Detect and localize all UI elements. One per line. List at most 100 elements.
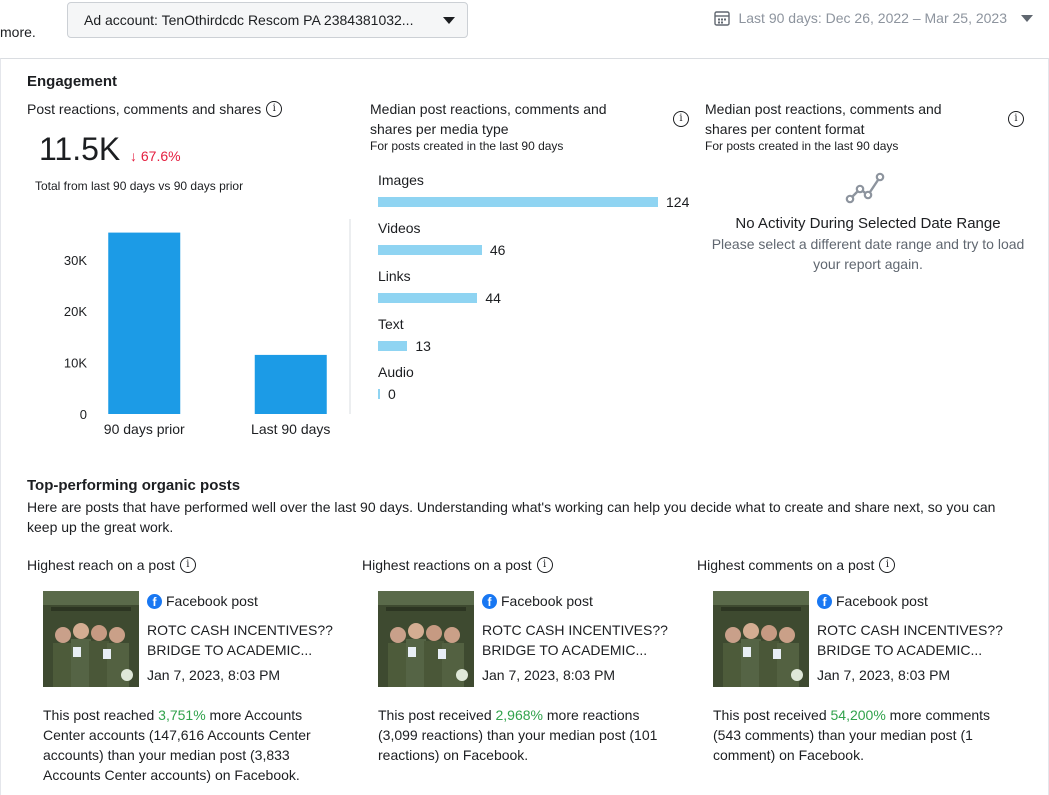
top-posts-title: Top-performing organic posts: [27, 477, 241, 494]
post-date: Jan 7, 2023, 8:03 PM: [482, 667, 616, 683]
reactions-change-value: 67.6%: [140, 148, 181, 164]
hbar-value: 44: [485, 290, 501, 306]
info-icon[interactable]: i: [879, 557, 896, 573]
y-tick-label: 20K: [64, 304, 87, 319]
x-tick-label: Last 90 days: [251, 421, 330, 437]
calendar-icon: [714, 11, 731, 26]
post-card-title-text: Highest reactions on a post: [362, 557, 532, 573]
hbar-row: 44: [378, 288, 698, 308]
hbar-item[interactable]: Links 44: [378, 268, 698, 316]
summary-suffix: more reactions (3,099 reactions) than yo…: [378, 707, 658, 763]
y-tick-label: 10K: [64, 356, 87, 371]
y-tick-label: 0: [80, 407, 87, 422]
info-icon[interactable]: i: [673, 111, 689, 127]
hbar-row: 0: [378, 384, 698, 404]
summary-prefix: This post received: [713, 707, 831, 723]
top-post-card: Highest reach on a post i: [27, 557, 347, 785]
post-card-title-text: Highest reach on a post: [27, 557, 175, 573]
post-source-label: Facebook post: [501, 593, 593, 609]
y-tick-label: 30K: [64, 253, 87, 268]
info-icon[interactable]: i: [1008, 111, 1024, 127]
hbar-label: Text: [378, 316, 404, 332]
post-meta: f Facebook post ROTC CASH INCENTIVES?? B…: [482, 591, 682, 683]
hbar-value: 13: [415, 338, 431, 354]
top-post-card: Highest reactions on a post i: [362, 557, 682, 765]
post-card-title: Highest reach on a post i: [27, 557, 347, 573]
info-icon[interactable]: i: [536, 557, 553, 573]
post-caption[interactable]: ROTC CASH INCENTIVES?? BRIDGE TO ACADEMI…: [482, 622, 668, 658]
post-thumbnail[interactable]: [378, 591, 474, 687]
post-meta: f Facebook post ROTC CASH INCENTIVES?? B…: [147, 591, 347, 683]
info-icon[interactable]: i: [266, 101, 283, 117]
hbar-row: 46: [378, 240, 698, 260]
bar[interactable]: [108, 232, 181, 414]
top-post-card: Highest comments on a post i: [697, 557, 1017, 765]
post-summary: This post received 2,968% more reactions…: [378, 705, 678, 765]
media-type-bar-chart: Images 124 Videos 46 Links 44 Text 13 Audio 0: [378, 172, 698, 412]
hbar-item[interactable]: Audio 0: [378, 364, 698, 412]
top-bar: more. Ad account: TenOthirdcdc Rescom PA…: [0, 0, 1049, 58]
reactions-card-title-text: Post reactions, comments and shares: [27, 101, 262, 117]
x-tick-label: 90 days prior: [104, 421, 185, 437]
hbar: [378, 341, 408, 351]
post-meta: f Facebook post ROTC CASH INCENTIVES?? B…: [817, 591, 1017, 683]
summary-highlight: 54,200%: [830, 707, 886, 723]
hbar: [378, 389, 380, 399]
summary-suffix: more Accounts Center accounts (147,616 A…: [43, 707, 311, 783]
thumbnail-photo: [713, 591, 809, 687]
arrow-down-icon: ↓: [130, 148, 137, 164]
thumbnail-photo: [378, 591, 474, 687]
hbar-label: Images: [378, 172, 424, 188]
post-thumbnail[interactable]: [713, 591, 809, 687]
ad-account-dropdown[interactable]: Ad account: TenOthirdcdc Rescom PA 23843…: [67, 2, 468, 38]
engagement-title: Engagement: [27, 73, 118, 90]
date-range-label: Last 90 days: Dec 26, 2022 – Mar 25, 202…: [738, 10, 1007, 26]
post-caption[interactable]: ROTC CASH INCENTIVES?? BRIDGE TO ACADEMI…: [817, 622, 1003, 658]
hbar-item[interactable]: Videos 46: [378, 220, 698, 268]
truncated-text: more.: [0, 24, 36, 40]
summary-suffix: more comments (543 comments) than your m…: [713, 707, 991, 763]
facebook-icon: f: [482, 593, 497, 609]
reactions-change: ↓ 67.6%: [130, 148, 181, 164]
hbar: [378, 197, 658, 207]
post-source: f Facebook post: [482, 591, 682, 611]
hbar-item[interactable]: Images 124: [378, 172, 698, 220]
media-type-card-subtitle: For posts created in the last 90 days: [370, 139, 564, 153]
summary-prefix: This post received: [378, 707, 496, 723]
post-date: Jan 7, 2023, 8:03 PM: [817, 667, 951, 683]
hbar-label: Links: [378, 268, 411, 284]
post-card-title: Highest comments on a post i: [697, 557, 1017, 573]
post-preview[interactable]: f Facebook post ROTC CASH INCENTIVES?? B…: [378, 591, 682, 687]
facebook-icon: f: [147, 593, 162, 609]
summary-prefix: This post reached: [43, 707, 159, 723]
reactions-total: 11.5K: [39, 131, 121, 167]
content-format-card-title: Median post reactions, comments and shar…: [705, 101, 942, 137]
empty-state: No Activity During Selected Date Range P…: [705, 169, 1031, 274]
reactions-card-title: Post reactions, comments and shares i: [27, 101, 283, 117]
bar[interactable]: [254, 354, 327, 414]
reactions-note: Total from last 90 days vs 90 days prior: [35, 179, 244, 193]
post-thumbnail[interactable]: [43, 591, 139, 687]
ad-account-label: Ad account: TenOthirdcdc Rescom PA 23843…: [84, 12, 414, 28]
summary-highlight: 2,968%: [495, 707, 543, 723]
hbar-value: 0: [388, 386, 396, 402]
chevron-down-icon: [443, 16, 455, 24]
hbar-value: 46: [489, 242, 506, 258]
top-posts-description: Here are posts that have performed well …: [27, 499, 996, 535]
media-type-card-title: Median post reactions, comments and shar…: [370, 101, 607, 137]
hbar-row: 124: [378, 192, 698, 212]
post-card-title-text: Highest comments on a post: [697, 557, 875, 573]
hbar-row: 13: [378, 336, 698, 356]
facebook-icon: f: [817, 593, 832, 609]
thumbnail-photo: [43, 591, 139, 687]
hbar-label: Videos: [378, 220, 421, 236]
info-icon[interactable]: i: [179, 557, 196, 573]
post-preview[interactable]: f Facebook post ROTC CASH INCENTIVES?? B…: [713, 591, 1017, 687]
post-source-label: Facebook post: [836, 593, 928, 609]
post-date: Jan 7, 2023, 8:03 PM: [147, 667, 281, 683]
insights-panel: Engagement Post reactions, comments and …: [0, 58, 1049, 795]
date-range-picker[interactable]: Last 90 days: Dec 26, 2022 – Mar 25, 202…: [714, 10, 1033, 26]
post-caption[interactable]: ROTC CASH INCENTIVES?? BRIDGE TO ACADEMI…: [147, 622, 333, 658]
post-preview[interactable]: f Facebook post ROTC CASH INCENTIVES?? B…: [43, 591, 347, 687]
hbar-item[interactable]: Text 13: [378, 316, 698, 364]
